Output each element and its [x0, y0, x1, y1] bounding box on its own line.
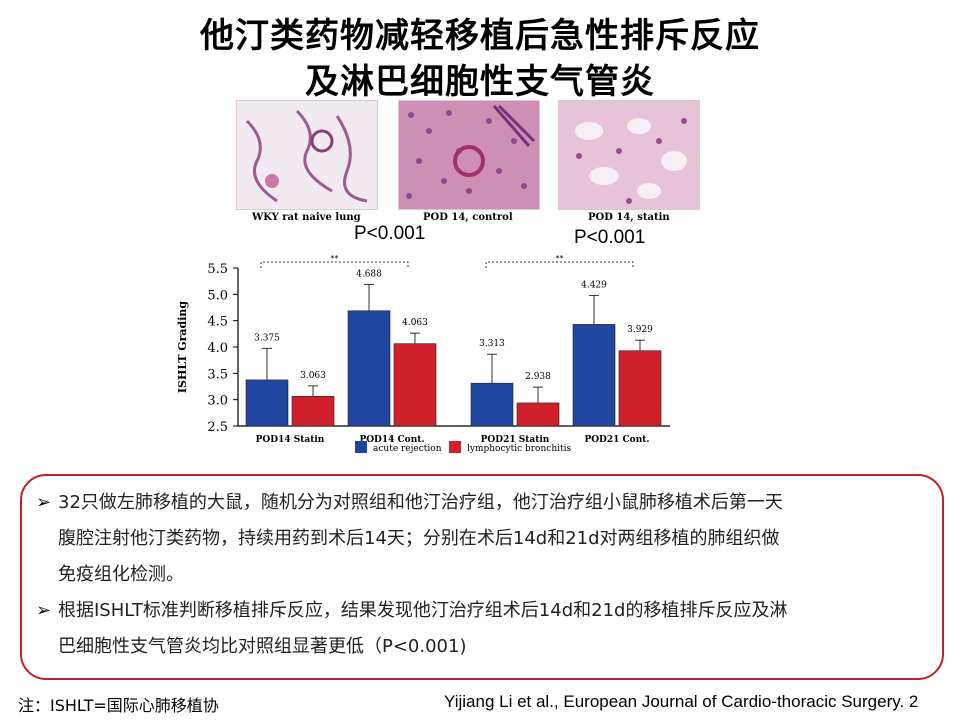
- p-value-pod14: P<0.001: [354, 223, 426, 244]
- bar-acute-rejection: [245, 379, 289, 427]
- bullet-text-line: 根据ISHLT标准判断移植排斥反应，结果发现他汀治疗组术后14d和21d的移植排…: [58, 600, 788, 621]
- significance-mark: **: [331, 254, 339, 263]
- y-tick-label: 2.5: [207, 420, 228, 435]
- x-tick-label: POD21 Cont.: [584, 435, 649, 445]
- data-label: 3.313: [479, 339, 505, 349]
- histology-image-statin: [559, 101, 699, 209]
- legend-swatch: [355, 441, 367, 453]
- y-tick-label: 3.5: [207, 367, 228, 382]
- data-label: 4.688: [356, 269, 382, 279]
- bar-lymphocytic-bronchitis: [516, 402, 560, 427]
- ishlt-bar-chart: 2.5 3.0 3.5 4.0 4.5 5.0 5.5 ISHLT Grading 3.375 3…: [176, 254, 670, 454]
- caption-control: POD 14, control: [423, 212, 513, 223]
- legend-label: lymphocytic bronchitis: [467, 444, 571, 454]
- footnote: 注：ISHLT=国际心肺移植协: [18, 696, 219, 715]
- histology-image-control: [399, 101, 539, 209]
- x-tick-label: POD21 Statin: [481, 435, 550, 445]
- bullet-marker: ➢: [36, 600, 52, 621]
- y-tick-label: 3.0: [207, 394, 228, 409]
- histology-image-naive: [237, 101, 377, 209]
- bar-lymphocytic-bronchitis: [618, 350, 662, 427]
- legend-swatch: [449, 441, 461, 453]
- caption-naive: WKY rat naive lung: [252, 212, 361, 223]
- p-value-pod21: P<0.001: [574, 227, 646, 248]
- y-tick-label: 5.0: [207, 288, 228, 303]
- caption-statin: POD 14, statin: [588, 212, 670, 223]
- data-label: 2.938: [525, 372, 551, 382]
- bar-acute-rejection: [347, 310, 391, 427]
- data-label: 4.063: [402, 318, 428, 328]
- bar-lymphocytic-bronchitis: [291, 396, 335, 427]
- significance-mark: **: [556, 254, 564, 263]
- x-tick-label: POD14 Statin: [256, 435, 325, 445]
- significance-bracket: [260, 261, 409, 268]
- y-axis-title: ISHLT Grading: [176, 301, 189, 394]
- bullet-text-line: 腹腔注射他汀类药物，持续用药到术后14天；分别在术后14d和21d对两组移植的肺…: [58, 528, 780, 549]
- bar-acute-rejection: [470, 382, 514, 427]
- summary-box: [20, 474, 944, 680]
- histology-photo-statin: [558, 100, 700, 210]
- bullet-text-line: 巴细胞性支气管炎均比对照组显著更低（P<0.001): [58, 636, 467, 657]
- histology-photo-naive: [236, 100, 378, 210]
- histology-photo-control: [398, 100, 540, 210]
- slide-title-line1: 他汀类药物减轻移植后急性排斥反应: [200, 16, 760, 56]
- y-tick-label: 4.5: [207, 315, 228, 330]
- bar-lymphocytic-bronchitis: [393, 343, 437, 427]
- data-label: 3.929: [627, 325, 653, 335]
- y-tick-label: 5.5: [207, 262, 228, 277]
- data-label: 3.063: [300, 371, 326, 381]
- citation: Yijiang Li et al., European Journal of C…: [444, 692, 919, 711]
- bullet-marker: ➢: [36, 492, 52, 513]
- slide-title-line2: 及淋巴细胞性支气管炎: [305, 62, 655, 102]
- bullet-text-line: 免疫组化检测。: [58, 564, 184, 585]
- data-label: 3.375: [254, 333, 280, 343]
- legend-label: acute rejection: [373, 444, 442, 454]
- bar-acute-rejection: [572, 324, 616, 427]
- x-tick-label: POD14 Cont.: [359, 435, 424, 445]
- bullet-text-line: 32只做左肺移植的大鼠，随机分为对照组和他汀治疗组，他汀治疗组小鼠肺移植术后第一…: [58, 492, 783, 513]
- y-tick-label: 4.0: [207, 341, 228, 356]
- data-label: 4.429: [581, 280, 607, 290]
- significance-bracket: [485, 261, 634, 268]
